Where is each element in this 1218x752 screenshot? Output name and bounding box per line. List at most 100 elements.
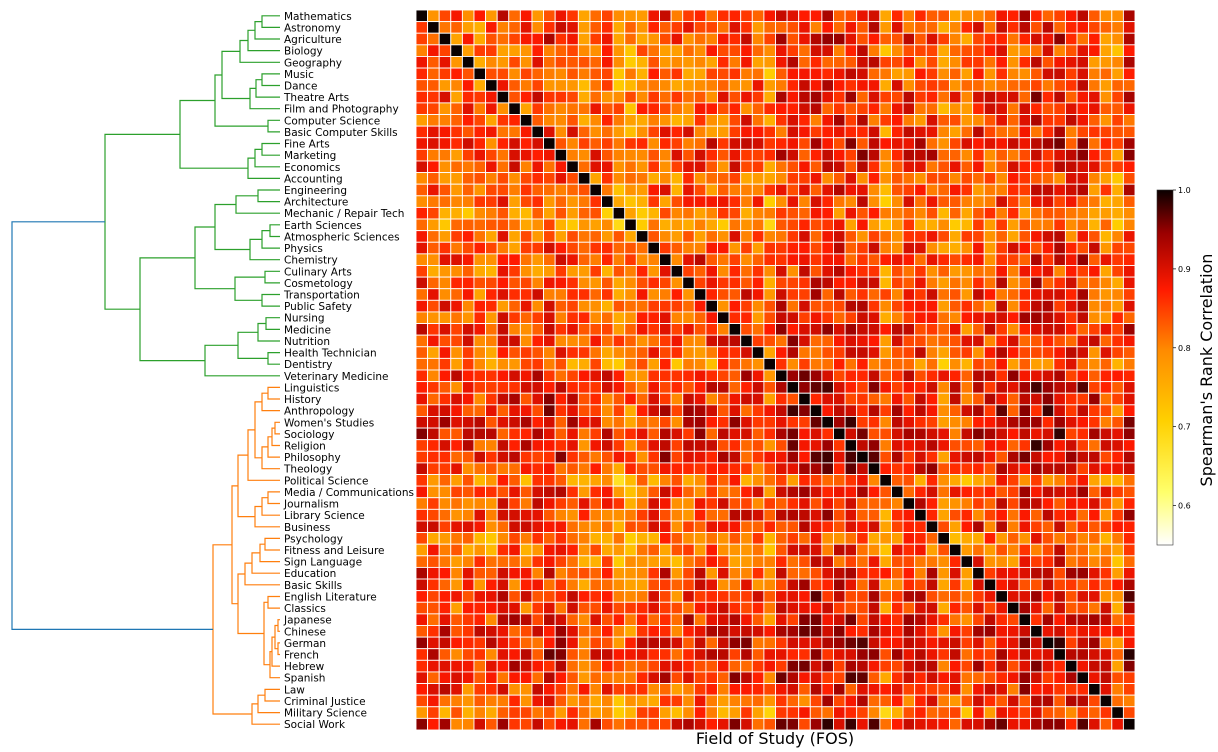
heatmap-cell [554,67,568,81]
heatmap-cell [589,253,603,266]
heatmap-cell [577,381,591,394]
heatmap-cell [415,230,429,243]
heatmap-cell [1006,578,1020,592]
heatmap-cell [543,44,556,57]
heatmap-cell [531,474,545,487]
heatmap-cell [670,79,684,92]
heatmap-cell [670,21,684,34]
heatmap-cell [844,241,858,255]
heatmap-cell [1018,32,1032,46]
heatmap-cell [879,369,892,383]
heatmap-cell [960,218,974,232]
heatmap-cell [1006,334,1020,348]
heatmap-cell [1064,590,1078,603]
heatmap-cell [566,450,579,464]
heatmap-cell [1111,694,1124,708]
heatmap-cell [450,625,463,638]
heatmap-cell [925,532,939,545]
heatmap-cell [566,114,579,127]
heatmap-cell [705,566,718,580]
heatmap-cell [740,323,753,336]
heatmap-cell [949,613,962,626]
heatmap-cell [647,497,660,510]
heatmap-cell [461,555,475,568]
heatmap-cell [891,79,904,92]
heatmap-cell [566,276,579,290]
heatmap-cell [833,497,846,510]
heatmap-cell [821,590,834,603]
heatmap-cell [856,508,869,522]
heatmap-cell [925,311,939,325]
heatmap-cell [821,206,834,220]
heatmap-cell [1064,218,1078,232]
heatmap-cell [589,508,603,522]
heatmap-cell [450,427,463,441]
heatmap-cell [1122,450,1136,464]
heatmap-cell [577,160,591,174]
heatmap-cell [1053,137,1066,150]
heatmap-cell [925,9,939,23]
heatmap-cell [983,206,997,220]
row-label: Linguistics [284,382,339,394]
heatmap-cell [1088,671,1101,685]
heatmap-cell [983,56,997,69]
heatmap-cell [473,137,487,150]
heatmap-cell [809,172,823,185]
heatmap-cell [519,44,533,57]
heatmap-cell [670,276,684,290]
heatmap-cell [821,474,834,487]
heatmap-cell [438,241,452,255]
heatmap-cell [496,543,510,557]
heatmap-cell [485,183,498,197]
heatmap-cell [983,276,997,290]
heatmap-cell [949,450,962,464]
heatmap-cell [577,497,591,510]
heatmap-cell [1099,416,1113,429]
heatmap-cell [635,160,649,174]
heatmap-cell [775,613,788,626]
dendrogram-link [257,322,280,342]
heatmap-cell [844,671,858,685]
heatmap-cell [740,218,753,232]
heatmap-cell [1088,114,1101,127]
heatmap-cell [427,566,440,580]
heatmap-cell [786,218,800,232]
heatmap-cell [1064,474,1078,487]
heatmap-cell [1030,9,1043,23]
heatmap-cell [508,114,521,127]
heatmap-cell [1122,148,1136,162]
heatmap-cell [693,32,707,46]
heatmap-cell [670,381,684,394]
heatmap-cell [485,555,498,568]
heatmap-cell [438,601,452,615]
heatmap-cell [496,450,510,464]
heatmap-cell [624,694,637,708]
heatmap-cell [1111,590,1124,603]
heatmap-cell [531,659,545,673]
heatmap-cell [1076,56,1090,69]
heatmap-cell [1088,195,1101,208]
heatmap-cell [577,44,591,57]
heatmap-cell [554,9,568,23]
heatmap-cell [589,114,603,127]
heatmap-cell [914,56,927,69]
heatmap-cell [566,578,579,592]
heatmap-cell [624,346,637,359]
heatmap-cell [879,439,892,452]
heatmap-cell [798,590,811,603]
heatmap-cell [914,462,927,475]
heatmap-cell [670,241,684,255]
heatmap-cell [1053,79,1066,92]
heatmap-cell [415,659,429,673]
dendrogram-link [277,619,280,632]
heatmap-cell [1053,392,1066,406]
heatmap-cell [519,497,533,510]
heatmap-cell [960,485,974,499]
heatmap-cell [473,102,487,115]
heatmap-cell [577,299,591,313]
heatmap-cell [740,659,753,673]
heatmap-cell [1041,79,1055,92]
heatmap-cell [473,334,487,348]
heatmap-cell [1088,369,1101,383]
heatmap-cell [717,450,730,464]
